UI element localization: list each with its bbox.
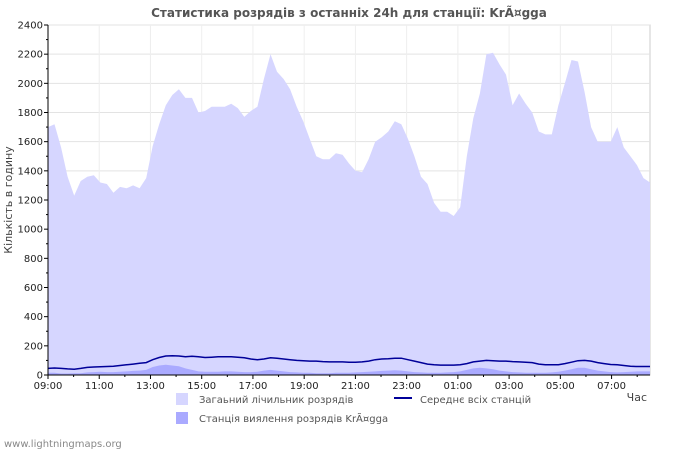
y-tick-label: 400	[24, 312, 43, 323]
x-tick-labels: 09:00 11:00 13:00 15:00 17:00 19:00 21:00 23:00…	[34, 381, 626, 392]
y-tick-label: 2200	[18, 50, 43, 61]
legend: Загаьний лічильник розрядів Середнє всіх…	[176, 393, 531, 425]
series-area-1	[48, 364, 650, 375]
x-tick-label: 11:00	[85, 381, 114, 392]
legend-station-swatch	[176, 412, 188, 424]
axes	[44, 24, 650, 379]
x-tick-label: 03:00	[495, 381, 524, 392]
x-tick-label: 09:00	[34, 381, 63, 392]
y-tick-label: 600	[24, 283, 43, 294]
y-tick-labels: 0 200 400 600 800 1000 1200 1400 1600 1800 2000 220…	[18, 21, 43, 382]
y-tick-label: 1400	[18, 166, 43, 177]
y-tick-label: 1600	[18, 137, 43, 148]
x-tick-label: 17:00	[239, 381, 268, 392]
y-tick-label: 200	[24, 341, 43, 352]
x-tick-label: 21:00	[341, 381, 370, 392]
y-tick-label: 1200	[18, 196, 43, 207]
footer-credit: www.lightningmaps.org	[4, 439, 122, 450]
y-tick-label: 0	[37, 371, 43, 382]
y-tick-label: 1800	[18, 108, 43, 119]
x-tick-label: 05:00	[546, 381, 575, 392]
x-tick-label: 07:00	[597, 381, 626, 392]
x-tick-label: 13:00	[136, 381, 165, 392]
legend-total-swatch	[176, 393, 188, 405]
x-axis-label: Час	[627, 391, 647, 404]
y-tick-label: 1000	[18, 225, 43, 236]
y-tick-label: 2000	[18, 79, 43, 90]
chart-title: Статистика розрядів з останніх 24h для с…	[151, 5, 547, 20]
x-tick-label: 15:00	[187, 381, 216, 392]
series-line-2	[47, 355, 650, 370]
x-tick-label: 19:00	[290, 381, 319, 392]
y-axis-label: Кількість в годину	[2, 146, 15, 254]
x-tick-label: 23:00	[392, 381, 421, 392]
legend-total-label: Загаьний лічильник розрядів	[199, 394, 353, 406]
y-tick-label: 2400	[18, 21, 43, 32]
x-tick-label: 01:00	[443, 381, 472, 392]
legend-station-label: Станція виялення розрядів KrÃ¤gga	[199, 412, 388, 425]
series-layer	[47, 52, 650, 375]
y-tick-label: 800	[24, 254, 43, 265]
legend-average-label: Середнє всіх станцій	[420, 394, 531, 406]
series-area-0	[48, 52, 650, 375]
